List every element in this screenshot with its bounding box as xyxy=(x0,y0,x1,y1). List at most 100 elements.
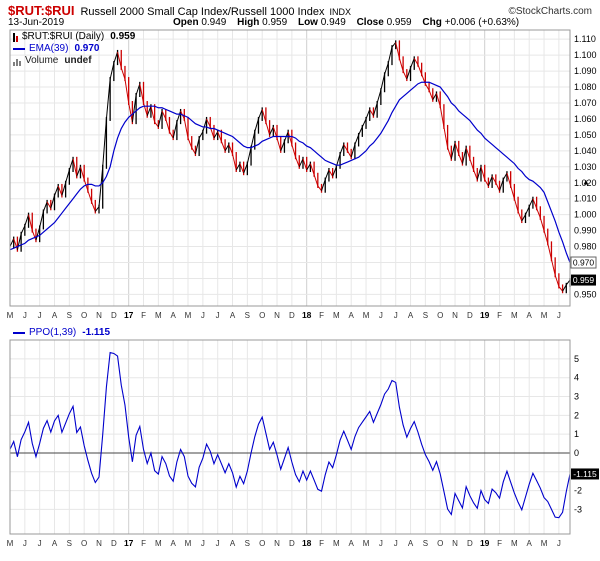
volume-legend-row: Volume undef xyxy=(13,55,135,67)
x-axis-label: M xyxy=(541,311,548,320)
y-axis-label: 1.070 xyxy=(574,98,597,108)
x-axis-label: J xyxy=(23,311,27,320)
x-axis-label: S xyxy=(67,539,72,548)
ppo-legend-label: PPO(1,39) xyxy=(29,327,77,338)
x-axis-label: J xyxy=(216,311,220,320)
x-axis-label: A xyxy=(408,311,414,320)
x-axis-label: A xyxy=(527,539,533,548)
x-axis-label: D xyxy=(111,539,117,548)
quote-chg-value: +0.006 (+0.63%) xyxy=(444,17,520,28)
x-axis-label: J xyxy=(379,539,383,548)
quote-low: Low 0.949 xyxy=(298,17,346,28)
y-axis-label: 1.060 xyxy=(574,114,597,124)
x-axis-label: F xyxy=(319,311,324,320)
quote-line: Open 0.949 High 0.959 Low 0.949 Close 0.… xyxy=(173,17,527,28)
x-axis-label: J xyxy=(38,539,42,548)
ppo-line xyxy=(9,351,571,519)
ppo-legend: PPO(1,39) -1.115 xyxy=(13,327,110,338)
x-axis-label: A xyxy=(230,539,236,548)
x-axis-label: F xyxy=(497,539,502,548)
quote-high-label: High xyxy=(237,17,260,28)
y-axis-label: 1.100 xyxy=(574,50,597,60)
x-axis-label: J xyxy=(38,311,42,320)
axis-value-box xyxy=(571,274,596,286)
quote-high: High 0.959 xyxy=(237,17,287,28)
price-chart-canvas: 1.110 1.100 1.090 1.080 1.070 1.060 1.050 1.040… xyxy=(7,29,597,320)
y-axis-label: 1.010 xyxy=(574,194,597,204)
x-axis-label: 17 xyxy=(124,310,134,320)
y-axis-label: 1.040 xyxy=(574,146,597,156)
x-axis-label: A xyxy=(349,311,355,320)
y-axis-label: 1.080 xyxy=(574,82,597,92)
x-axis-label: A xyxy=(52,539,58,548)
quote-open-label: Open xyxy=(173,17,199,28)
y-axis-label: 2 xyxy=(574,410,579,420)
x-axis-label: A xyxy=(52,311,58,320)
y-axis-label: -3 xyxy=(574,504,582,514)
quote-open: Open 0.949 xyxy=(173,17,226,28)
y-axis-label: 0.980 xyxy=(574,242,597,252)
x-axis-label: 19 xyxy=(480,310,490,320)
x-axis-label: D xyxy=(111,311,117,320)
y-axis-label: 0 xyxy=(574,448,579,458)
x-axis-label: J xyxy=(201,311,205,320)
x-axis-label: A xyxy=(171,539,177,548)
x-axis-label: O xyxy=(437,311,443,320)
chart-date: 13-Jun-2019 xyxy=(8,17,65,28)
price-legend-label: $RUT:$RUI (Daily) xyxy=(22,31,105,42)
price-legend: $RUT:$RUI (Daily) 0.959 EMA(39) 0.970 Vo… xyxy=(13,31,135,67)
x-axis-label: M xyxy=(511,539,518,548)
quote-close-value: 0.959 xyxy=(386,17,412,28)
x-axis-label: S xyxy=(423,539,428,548)
x-axis-label: J xyxy=(557,539,561,548)
x-axis-label: 19 xyxy=(480,538,490,548)
y-axis-label: 1.110 xyxy=(574,34,596,44)
ema-line-icon xyxy=(13,48,25,50)
price-series xyxy=(9,40,571,294)
quote-chg: Chg +0.006 (+0.63%) xyxy=(422,17,519,28)
y-axis-label: 1.000 xyxy=(574,210,597,220)
x-axis-label: A xyxy=(171,311,177,320)
x-axis-label: N xyxy=(96,539,102,548)
x-axis-label: F xyxy=(141,539,146,548)
x-axis-label: O xyxy=(81,311,87,320)
x-axis-label: J xyxy=(394,539,398,548)
x-axis-label: O xyxy=(437,539,443,548)
x-axis-label: M xyxy=(7,539,14,548)
volume-bars-icon xyxy=(13,57,21,66)
volume-legend-label: Volume xyxy=(25,55,59,66)
x-axis-label: J xyxy=(216,539,220,548)
x-axis-label: A xyxy=(349,539,355,548)
exchange-label: INDX xyxy=(329,7,351,17)
x-axis-label: A xyxy=(408,539,414,548)
x-axis-label: F xyxy=(497,311,502,320)
x-axis-label: M xyxy=(333,311,340,320)
x-axis-label: M xyxy=(363,311,370,320)
quote-close-label: Close xyxy=(356,17,384,28)
copyright-label: ©StockCharts.com xyxy=(508,6,592,17)
x-axis-label: J xyxy=(557,311,561,320)
x-axis-label: O xyxy=(81,539,87,548)
x-axis-label: S xyxy=(245,311,250,320)
ppo-legend-value: -1.115 xyxy=(82,327,111,338)
x-axis-label: M xyxy=(155,311,162,320)
x-axis-label: S xyxy=(423,311,428,320)
x-axis-label: M xyxy=(511,311,518,320)
x-axis-label: M xyxy=(363,539,370,548)
volume-legend-value: undef xyxy=(64,55,92,66)
y-axis-label: 1.030 xyxy=(574,162,597,172)
x-axis-label: D xyxy=(467,311,473,320)
x-axis-label: 17 xyxy=(124,538,134,548)
y-axis-label: 1.020 xyxy=(574,178,597,188)
x-axis-label: J xyxy=(23,539,27,548)
x-axis-label: N xyxy=(452,311,458,320)
x-axis-label: M xyxy=(155,539,162,548)
axis-value-box-label: 0.959 xyxy=(573,275,595,285)
axis-value-box-label: 0.970 xyxy=(573,258,595,268)
x-axis-label: O xyxy=(259,539,265,548)
x-axis-label: F xyxy=(141,311,146,320)
index-description: Russell 2000 Small Cap Index/Russell 100… xyxy=(80,6,325,18)
y-axis-label: 4 xyxy=(574,373,579,383)
x-axis-label: F xyxy=(319,539,324,548)
ema-line xyxy=(9,81,571,263)
